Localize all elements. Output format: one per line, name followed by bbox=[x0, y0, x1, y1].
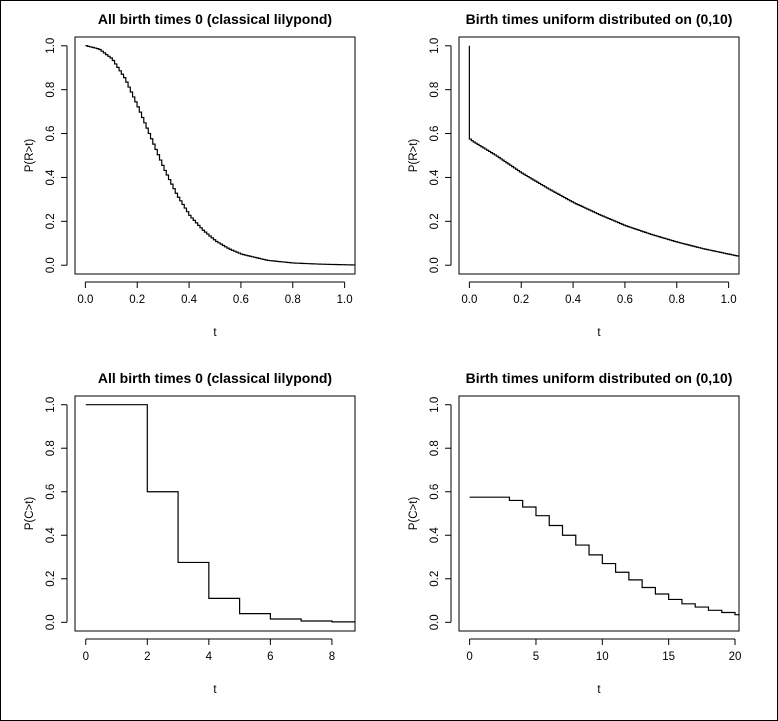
top-right-x-tick-label: 0.4 bbox=[565, 294, 582, 306]
top-right-plot-box bbox=[458, 36, 740, 275]
top-left-y-tick-label: 0.8 bbox=[45, 82, 57, 98]
bottom-right-y-tick-label: 0.4 bbox=[429, 527, 441, 544]
bottom-left-x-tick-label: 4 bbox=[206, 651, 213, 663]
bottom-left-y-tick-label: 0.0 bbox=[45, 614, 57, 630]
bottom-right-x-axis-label: t bbox=[597, 684, 601, 696]
top-left-plot-box bbox=[74, 36, 356, 275]
bottom-left-plot-box bbox=[74, 395, 356, 632]
top-left-x-tick-label: 0.8 bbox=[285, 294, 301, 306]
top-left-y-axis-label: P(R>t) bbox=[24, 139, 36, 173]
top-left-x-axis-label: t bbox=[213, 327, 217, 339]
top-right-y-tick-label: 0.2 bbox=[429, 213, 441, 229]
top-right-y-tick-label: 0.4 bbox=[429, 169, 441, 186]
bottom-right-title: Birth times uniform distributed on (0,10… bbox=[466, 370, 733, 386]
bottom-right-x-tick-label: 20 bbox=[729, 651, 742, 663]
bottom-left-y-tick-label: 0.4 bbox=[45, 527, 57, 544]
bottom-left-y-axis-label: P(C>t) bbox=[24, 497, 36, 531]
top-left-x-tick-label: 1.0 bbox=[337, 294, 353, 306]
bottom-left-y-tick-label: 0.6 bbox=[45, 484, 57, 500]
bottom-left-y-tick-label: 0.2 bbox=[45, 571, 57, 587]
bottom-left-title: All birth times 0 (classical lilypond) bbox=[98, 370, 332, 386]
top-right-step-curve bbox=[468, 45, 740, 257]
top-right-y-axis-label: P(R>t) bbox=[408, 139, 420, 173]
bottom-left-x-tick-label: 8 bbox=[329, 651, 335, 663]
bottom-right-x-tick-label: 0 bbox=[466, 651, 472, 663]
top-right-y-tick-label: 0.0 bbox=[429, 257, 441, 273]
bottom-right-y-tick-label: 1.0 bbox=[429, 397, 441, 413]
top-left-y-tick-label: 1.0 bbox=[45, 38, 57, 54]
top-right-x-axis-label: t bbox=[597, 327, 601, 339]
bottom-left-x-tick-label: 2 bbox=[144, 651, 150, 663]
bottom-left-x-tick-label: 6 bbox=[267, 651, 273, 663]
bottom-left-y-tick-label: 0.8 bbox=[45, 440, 57, 456]
bottom-left-x-axis-label: t bbox=[213, 684, 217, 696]
bottom-right-x-tick-label: 5 bbox=[533, 651, 539, 663]
bottom-right-y-axis-label: P(C>t) bbox=[408, 497, 420, 531]
top-left-x-tick-label: 0.6 bbox=[233, 294, 249, 306]
bottom-right-y-tick-label: 0.6 bbox=[429, 484, 441, 500]
bottom-right-x-tick-label: 10 bbox=[596, 651, 609, 663]
top-left-y-tick-label: 0.2 bbox=[45, 213, 57, 229]
top-left-y-tick-label: 0.4 bbox=[45, 169, 57, 186]
bottom-left-step-curve bbox=[85, 404, 355, 623]
top-left-y-tick-label: 0.6 bbox=[45, 126, 57, 142]
top-right-x-tick-label: 0.6 bbox=[617, 294, 633, 306]
bottom-right-plot-box bbox=[458, 395, 740, 632]
bottom-right-y-tick-label: 0.0 bbox=[429, 614, 441, 630]
top-left-x-tick-label: 0.4 bbox=[181, 294, 198, 306]
top-right-y-tick-label: 1.0 bbox=[429, 38, 441, 54]
top-right-x-tick-label: 1.0 bbox=[721, 294, 737, 306]
top-right-x-tick-label: 0.8 bbox=[669, 294, 685, 306]
bottom-left-y-tick-label: 1.0 bbox=[45, 397, 57, 413]
bottom-right-step-curve bbox=[469, 496, 740, 616]
top-right-y-tick-label: 0.8 bbox=[429, 82, 441, 98]
top-left-y-tick-label: 0.0 bbox=[45, 257, 57, 273]
top-right-y-tick-label: 0.6 bbox=[429, 126, 441, 142]
top-left-x-tick-label: 0.2 bbox=[129, 294, 145, 306]
top-left-step-curve bbox=[85, 45, 356, 266]
top-left-title: All birth times 0 (classical lilypond) bbox=[98, 11, 332, 27]
top-right-title: Birth times uniform distributed on (0,10… bbox=[466, 11, 733, 27]
bottom-right-x-tick-label: 15 bbox=[662, 651, 675, 663]
bottom-left-x-tick-label: 0 bbox=[83, 651, 89, 663]
bottom-right-y-tick-label: 0.8 bbox=[429, 440, 441, 456]
top-right-x-tick-label: 0.0 bbox=[461, 294, 477, 306]
top-left-x-tick-label: 0.0 bbox=[77, 294, 93, 306]
bottom-right-y-tick-label: 0.2 bbox=[429, 571, 441, 587]
top-right-x-tick-label: 0.2 bbox=[513, 294, 529, 306]
